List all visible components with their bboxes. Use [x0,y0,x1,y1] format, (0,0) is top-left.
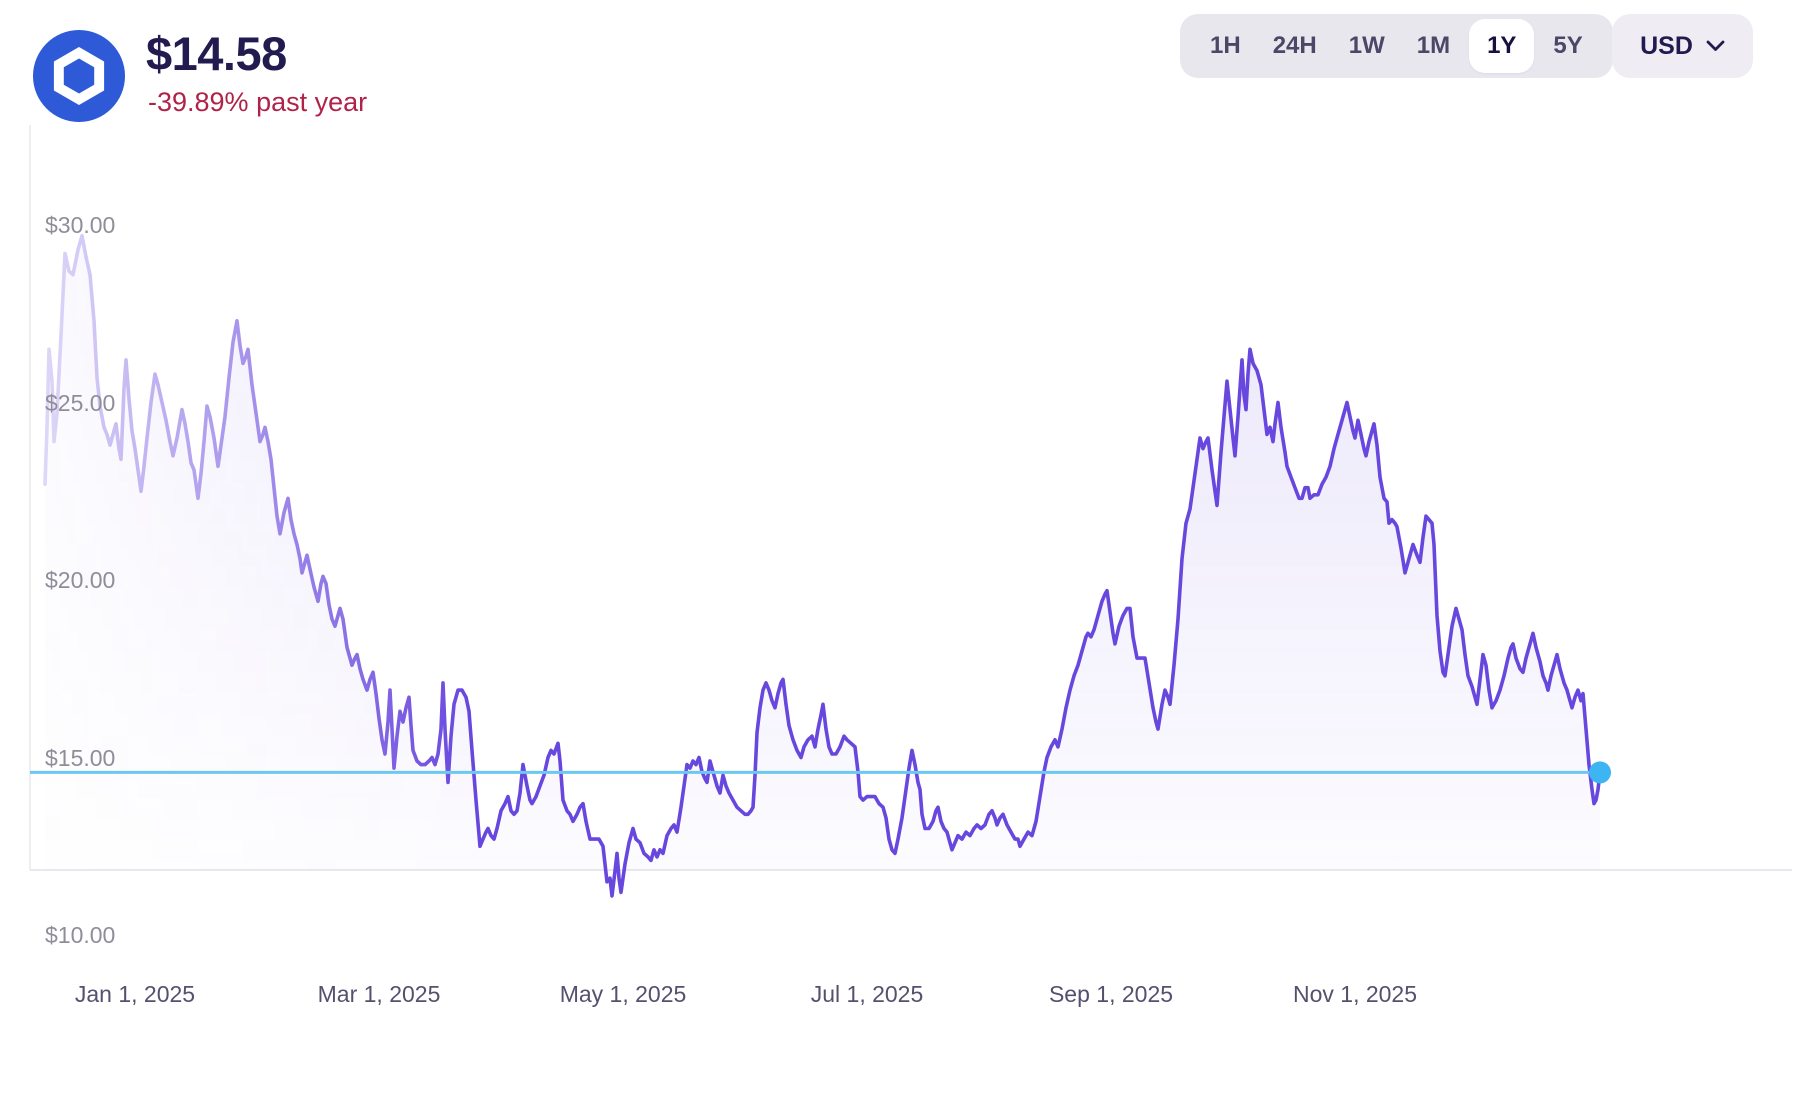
y-axis-label: $25.00 [45,390,115,416]
x-axis-label: Mar 1, 2025 [318,981,441,1007]
range-button-1y[interactable]: 1Y [1469,19,1535,73]
x-axis-label: Nov 1, 2025 [1293,981,1417,1007]
y-axis-label: $30.00 [45,212,115,238]
range-button-1m[interactable]: 1M [1401,14,1466,78]
price-series [43,233,1602,898]
price-change: -39.89% past year [148,87,368,117]
chainlink-logo [33,30,125,122]
range-button-24h[interactable]: 24H [1257,14,1333,78]
chevron-down-icon [1706,40,1725,51]
chainlink-logo-icon [33,30,125,122]
x-axis-label: May 1, 2025 [560,981,687,1007]
y-axis-label: $15.00 [45,745,115,771]
y-axis-label: $10.00 [45,922,115,948]
x-axis-label: Sep 1, 2025 [1049,981,1173,1007]
range-button-5y[interactable]: 5Y [1537,14,1598,78]
current-price: $14.58 [146,27,287,80]
current-price-dot[interactable] [1589,761,1611,784]
x-axis-label: Jan 1, 2025 [75,981,195,1007]
price-area [45,235,1600,896]
x-axis-label: Jul 1, 2025 [811,981,924,1007]
y-axis-label: $20.00 [45,567,115,593]
currency-label: USD [1640,31,1693,60]
range-button-1w[interactable]: 1W [1333,14,1401,78]
currency-selector[interactable]: USD [1612,14,1753,78]
time-range-selector: 1H 24H 1W 1M 1Y 5Y [1180,14,1613,78]
range-button-1h[interactable]: 1H [1194,14,1257,78]
price-line [43,233,1602,898]
